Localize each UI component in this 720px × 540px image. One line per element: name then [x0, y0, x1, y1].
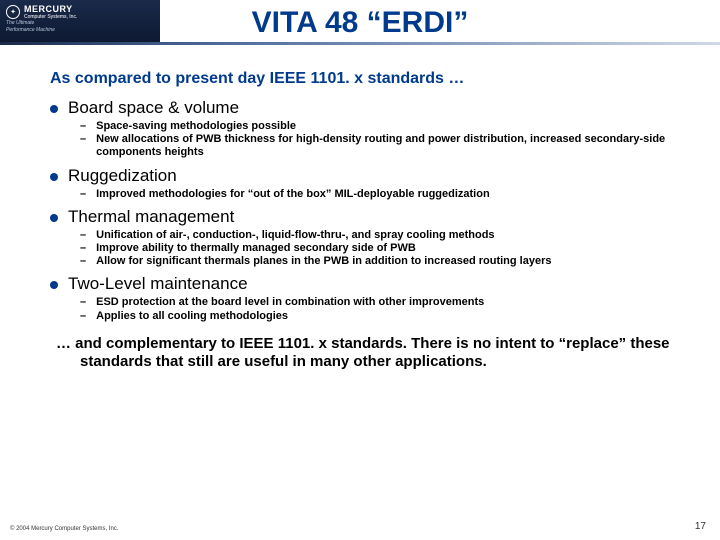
dash-icon: – — [80, 310, 86, 323]
sub-item: –Improved methodologies for “out of the … — [80, 188, 690, 201]
sub-item-text: ESD protection at the board level in com… — [96, 296, 484, 309]
section-sublist: –Improved methodologies for “out of the … — [80, 188, 690, 201]
section-heading: Thermal management — [68, 207, 234, 227]
section-heading-row: Ruggedization — [50, 166, 690, 186]
sub-item-text: Allow for significant thermals planes in… — [96, 255, 551, 268]
dash-icon: – — [80, 188, 86, 201]
section-heading: Board space & volume — [68, 98, 239, 118]
bullet-icon — [50, 214, 58, 222]
sub-item: –New allocations of PWB thickness for hi… — [80, 133, 690, 159]
dash-icon: – — [80, 229, 86, 242]
dash-icon: – — [80, 242, 86, 255]
sub-item-text: Improved methodologies for “out of the b… — [96, 188, 490, 201]
slide-title: VITA 48 “ERDI” — [0, 6, 720, 40]
sub-item: –Improve ability to thermally managed se… — [80, 242, 690, 255]
header-divider — [0, 42, 720, 45]
dash-icon: – — [80, 296, 86, 309]
section-sublist: –Unification of air-, conduction-, liqui… — [80, 229, 690, 269]
section-sublist: –Space-saving methodologies possible–New… — [80, 120, 690, 160]
sub-item: –Applies to all cooling methodologies — [80, 310, 690, 323]
bullet-icon — [50, 281, 58, 289]
bullet-icon — [50, 173, 58, 181]
footer-page-number: 17 — [695, 521, 706, 532]
sub-item: –Unification of air-, conduction-, liqui… — [80, 229, 690, 242]
dash-icon: – — [80, 133, 86, 146]
sub-item: –Allow for significant thermals planes i… — [80, 255, 690, 268]
slide-subtitle: As compared to present day IEEE 1101. x … — [50, 70, 690, 88]
sections-list: Board space & volume–Space-saving method… — [50, 98, 690, 323]
sub-item-text: Applies to all cooling methodologies — [96, 310, 288, 323]
footer-copyright: © 2004 Mercury Computer Systems, Inc. — [10, 526, 118, 532]
section-heading-row: Thermal management — [50, 207, 690, 227]
section-heading-row: Board space & volume — [50, 98, 690, 118]
sub-item: –Space-saving methodologies possible — [80, 120, 690, 133]
dash-icon: – — [80, 120, 86, 133]
section-sublist: –ESD protection at the board level in co… — [80, 296, 690, 322]
section-heading: Two-Level maintenance — [68, 274, 248, 294]
sub-item-text: Space-saving methodologies possible — [96, 120, 296, 133]
sub-item-text: Improve ability to thermally managed sec… — [96, 242, 416, 255]
bullet-icon — [50, 105, 58, 113]
slide-body: As compared to present day IEEE 1101. x … — [50, 70, 690, 371]
sub-item-text: New allocations of PWB thickness for hig… — [96, 133, 690, 159]
sub-item-text: Unification of air-, conduction-, liquid… — [96, 229, 494, 242]
closing-text: … and complementary to IEEE 1101. x stan… — [80, 335, 690, 371]
sub-item: –ESD protection at the board level in co… — [80, 296, 690, 309]
section-heading-row: Two-Level maintenance — [50, 274, 690, 294]
section-heading: Ruggedization — [68, 166, 177, 186]
dash-icon: – — [80, 255, 86, 268]
